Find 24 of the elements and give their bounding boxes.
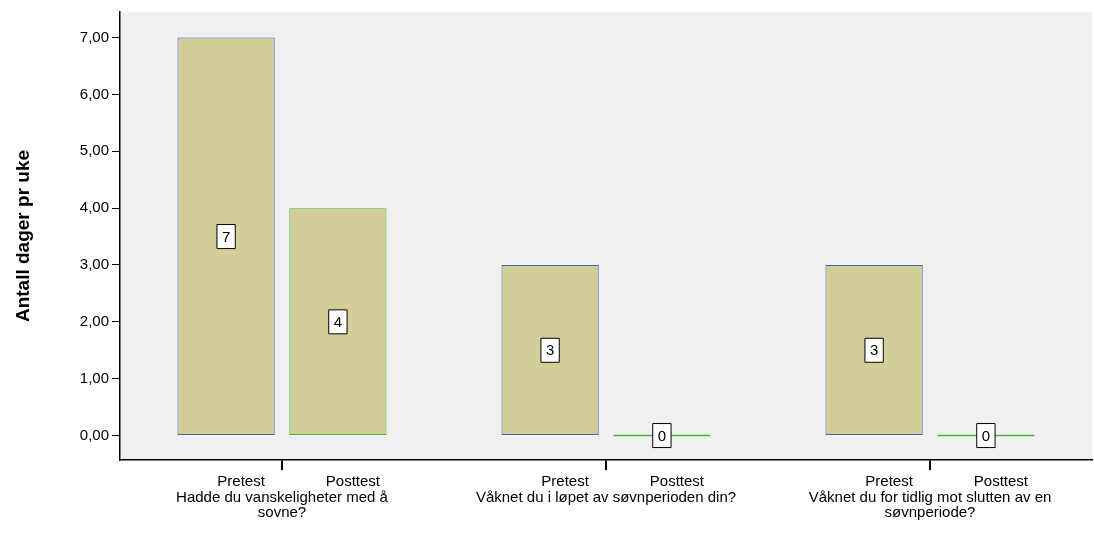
data-label: 3 bbox=[869, 341, 879, 359]
text: Posttest bbox=[973, 472, 1028, 490]
y-tick-label: 5,00 bbox=[79, 141, 109, 159]
y-tick-label: 0,00 bbox=[79, 425, 109, 443]
y-tick-label: 4,00 bbox=[79, 198, 109, 216]
text: Posttest bbox=[649, 472, 705, 490]
y-tick-label: 7,00 bbox=[79, 27, 109, 45]
text: Posttest bbox=[325, 472, 380, 490]
text: Pretest bbox=[217, 472, 266, 490]
data-label: 0 bbox=[981, 426, 991, 444]
data-label: 4 bbox=[333, 312, 343, 330]
y-tick-label: 2,00 bbox=[79, 311, 109, 329]
text: Pretest bbox=[865, 472, 913, 490]
text: Pretest bbox=[541, 472, 589, 490]
y-axis-title: Antall dager pr uke bbox=[11, 149, 33, 323]
y-tick-label: 6,00 bbox=[79, 84, 109, 102]
x-tick-label: Våknet du i løpet av søvnperioden din? bbox=[475, 487, 737, 505]
x-tick-label: Hadde du vanskeligheter med å sovne? bbox=[176, 487, 389, 520]
data-label: 7 bbox=[221, 227, 231, 245]
x-tick-label: Våknet du for tidlig mot slutten av en søvnperiode? bbox=[808, 487, 1052, 520]
y-tick-label: 1,00 bbox=[79, 368, 109, 386]
data-label: 0 bbox=[657, 426, 667, 444]
y-tick-label: 3,00 bbox=[79, 255, 109, 273]
data-label: 3 bbox=[545, 341, 555, 359]
